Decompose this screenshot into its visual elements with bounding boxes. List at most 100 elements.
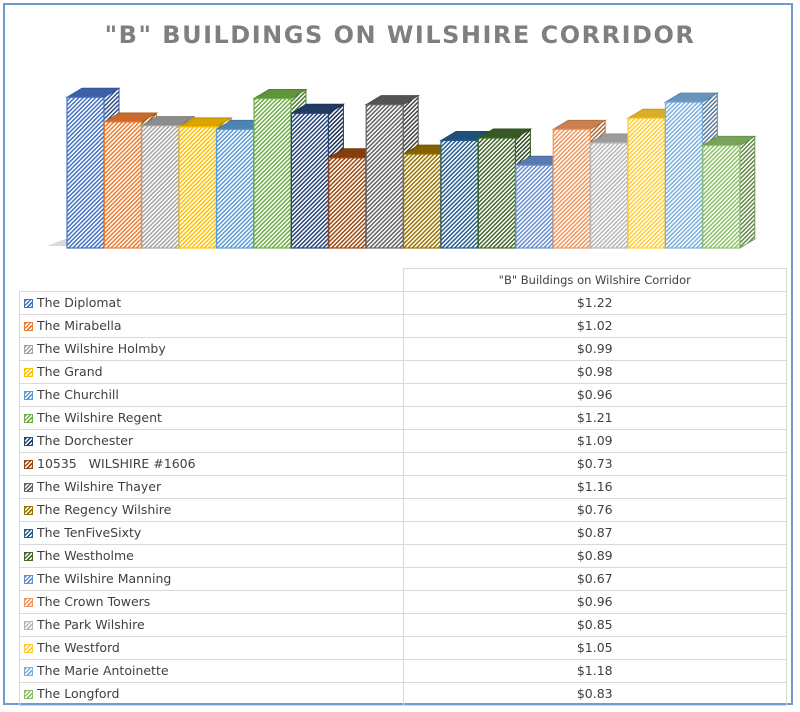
table-row: The Wilshire Regent $1.21 [19, 405, 787, 430]
table-row: The Park Wilshire $0.85 [19, 612, 787, 637]
value-cell: $0.98 [402, 359, 787, 384]
category-label: The Wilshire Regent [19, 405, 404, 430]
bar-front-face [103, 121, 143, 249]
table-row: The Wilshire Thayer $1.16 [19, 474, 787, 499]
legend-key-icon [24, 368, 33, 377]
table-row: The Diplomat $1.22 [19, 290, 787, 315]
category-label: The Park Wilshire [19, 612, 404, 637]
category-text: The Wilshire Thayer [37, 479, 162, 494]
category-text: The Mirabella [37, 318, 122, 333]
category-label: The Crown Towers [19, 589, 404, 614]
value-cell: $1.02 [402, 313, 787, 338]
legend-key-icon [24, 598, 33, 607]
bar-front-face [66, 96, 105, 249]
data-table: "B" Buildings on Wilshire Corridor The D… [19, 268, 787, 706]
bar-front-face [440, 139, 479, 249]
bar-front-face [253, 97, 292, 249]
legend-key-icon [24, 322, 33, 331]
legend-key-icon [24, 529, 33, 538]
category-label: The Westford [19, 635, 404, 660]
table-row: The Wilshire Manning $0.67 [19, 566, 787, 591]
table-row: The Longford $0.83 [19, 681, 787, 706]
table-row: The Westford $1.05 [19, 635, 787, 660]
category-text: The TenFiveSixty [37, 525, 142, 540]
legend-key-icon [24, 483, 33, 492]
table-row: The Mirabella $1.02 [19, 313, 787, 338]
value-cell: $0.89 [402, 543, 787, 568]
category-text: The Diplomat [37, 295, 122, 310]
table-row: The Westholme $0.89 [19, 543, 787, 568]
category-label: The Regency Wilshire [19, 497, 404, 522]
value-cell: $0.87 [402, 520, 787, 545]
category-text: The Dorchester [37, 433, 134, 448]
legend-key-icon [24, 690, 33, 699]
legend-key-icon [24, 299, 33, 308]
category-text: The Wilshire Holmby [37, 341, 166, 356]
category-text: The Churchill [37, 387, 119, 402]
bar-front-face [477, 137, 516, 249]
category-label: 10535 WILSHIRE #1606 [19, 451, 404, 476]
data-table-header-row: "B" Buildings on Wilshire Corridor [19, 268, 787, 292]
bar-front-face [702, 144, 741, 249]
table-row: The Churchill $0.96 [19, 382, 787, 407]
category-label: The Dorchester [19, 428, 404, 453]
bar-front-face [178, 126, 217, 249]
bar-front-face [290, 112, 329, 249]
value-cell: $0.96 [402, 382, 787, 407]
category-label: The Churchill [19, 382, 404, 407]
value-cell: $0.96 [402, 589, 787, 614]
category-label: The Mirabella [19, 313, 404, 338]
legend-key-icon [24, 414, 33, 423]
legend-key-icon [24, 345, 33, 354]
legend-key-icon [24, 506, 33, 515]
category-text: The Wilshire Regent [37, 410, 162, 425]
value-cell: $1.21 [402, 405, 787, 430]
legend-key-icon [24, 552, 33, 561]
legend-key-icon [24, 460, 33, 469]
table-row: The Crown Towers $0.96 [19, 589, 787, 614]
category-label: The Diplomat [19, 290, 404, 315]
category-text: The Regency Wilshire [37, 502, 172, 517]
bar-front-face [664, 101, 704, 249]
series-name: "B" Buildings on Wilshire Corridor [402, 268, 787, 292]
category-label: The Grand [19, 359, 404, 384]
bar-front-face [328, 157, 367, 249]
table-row: The TenFiveSixty $0.87 [19, 520, 787, 545]
legend-key-icon [24, 437, 33, 446]
table-row: The Dorchester $1.09 [19, 428, 787, 453]
value-cell: $0.99 [402, 336, 787, 361]
bar-front-face [589, 142, 629, 249]
category-label: The Marie Antoinette [19, 658, 404, 683]
category-text: 10535 WILSHIRE #1606 [37, 456, 196, 471]
chart-frame: "B" BUILDINGS ON WILSHIRE CORRIDOR "B" B… [3, 3, 793, 706]
table-row: The Grand $0.98 [19, 359, 787, 384]
category-text: The Longford [37, 686, 120, 701]
category-text: The Westford [37, 640, 120, 655]
value-cell: $0.85 [402, 612, 787, 637]
bar [700, 135, 757, 249]
bar-front-face [552, 128, 591, 249]
category-label: The Wilshire Manning [19, 566, 404, 591]
category-label: The TenFiveSixty [19, 520, 404, 545]
category-text: The Westholme [37, 548, 134, 563]
value-cell: $1.09 [402, 428, 787, 453]
legend-key-icon [24, 575, 33, 584]
category-label: The Wilshire Thayer [19, 474, 404, 499]
bar-front-face [515, 164, 554, 249]
value-cell: $1.05 [402, 635, 787, 660]
table-row: The Marie Antoinette $1.18 [19, 658, 787, 683]
bar-front-face [141, 125, 180, 249]
chart-title: "B" BUILDINGS ON WILSHIRE CORRIDOR [104, 21, 696, 49]
data-table-corner [19, 268, 404, 292]
bar-front-face [403, 153, 442, 249]
legend-key-icon [24, 621, 33, 630]
table-row: The Regency Wilshire $0.76 [19, 497, 787, 522]
category-text: The Park Wilshire [37, 617, 145, 632]
bar-front-face [365, 104, 404, 249]
legend-key-icon [24, 667, 33, 676]
category-label: The Wilshire Holmby [19, 336, 404, 361]
bar-front-face [216, 128, 255, 249]
bar-chart-plot [47, 87, 757, 249]
table-row: The Wilshire Holmby $0.99 [19, 336, 787, 361]
category-text: The Crown Towers [37, 594, 151, 609]
